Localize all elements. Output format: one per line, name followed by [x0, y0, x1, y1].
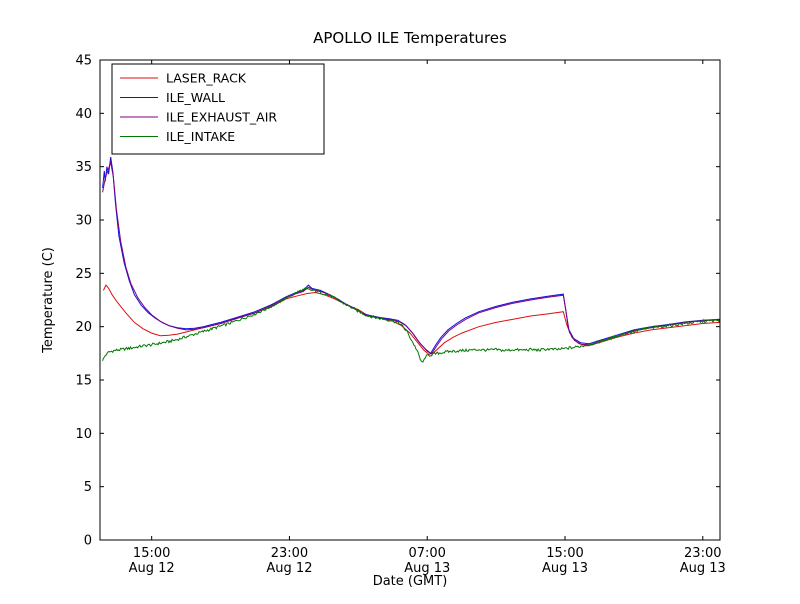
x-tick-date-label: Aug 13: [404, 561, 450, 576]
x-tick-time-label: 07:00: [408, 546, 445, 561]
x-tick-date-label: Aug 12: [129, 561, 175, 576]
y-tick-label: 35: [75, 160, 92, 175]
y-tick-label: 25: [75, 267, 92, 282]
y-tick-label: 40: [75, 107, 92, 122]
x-tick-time-label: 15:00: [133, 546, 170, 561]
plot-series-group: [102, 157, 720, 363]
y-tick-label: 10: [75, 427, 92, 442]
y-tick-label: 20: [75, 320, 92, 335]
legend-label: ILE_WALL: [166, 90, 225, 105]
y-axis-label: Temperature (C): [41, 247, 56, 354]
legend-label: LASER_RACK: [166, 71, 247, 86]
x-axis-label: Date (GMT): [373, 574, 448, 589]
legend: LASER_RACK ILE_WALL ILE_EXHAUST_AIR ILE_INT…: [111, 63, 325, 155]
y-tick-label: 45: [75, 54, 92, 69]
x-tick-date-label: Aug 13: [680, 561, 726, 576]
x-tick-time-label: 15:00: [546, 546, 583, 561]
x-tick-date-label: Aug 12: [266, 561, 312, 576]
axes-spines: [99, 59, 721, 541]
legend-label: ILE_INTAKE: [166, 129, 235, 144]
legend-label: ILE_EXHAUST_AIR: [166, 110, 277, 125]
y-tick-label: 0: [84, 534, 92, 549]
x-tick-time-label: 23:00: [684, 546, 721, 561]
y-tick-label: 15: [75, 374, 92, 389]
x-tick-date-label: Aug 13: [542, 561, 588, 576]
y-tick-label: 30: [75, 214, 92, 229]
legend-box: [111, 63, 325, 155]
x-tick-time-label: 23:00: [271, 546, 308, 561]
y-tick-label: 5: [84, 480, 92, 495]
series-line-ile_intake: [102, 287, 720, 363]
chart-title: APOLLO ILE Temperatures: [313, 29, 507, 47]
